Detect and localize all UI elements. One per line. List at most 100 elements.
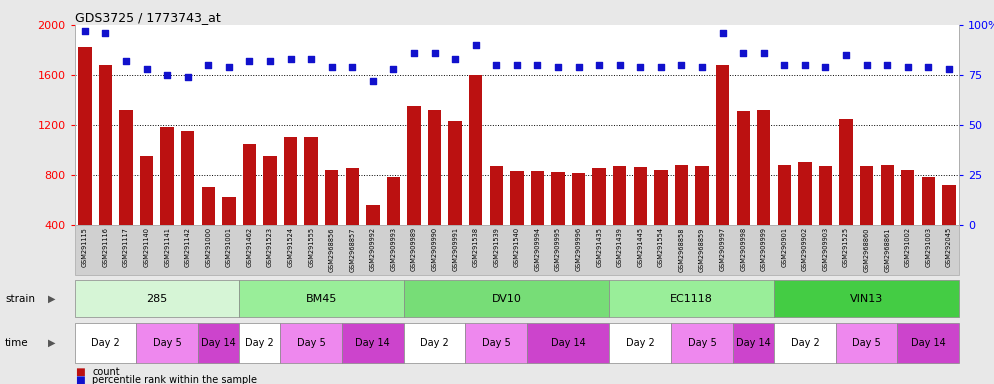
Text: Day 14: Day 14 xyxy=(201,338,236,348)
Text: GSM2909996: GSM2909996 xyxy=(576,227,581,271)
Point xyxy=(488,62,504,68)
Text: GDS3725 / 1773743_at: GDS3725 / 1773743_at xyxy=(75,11,221,24)
Text: strain: strain xyxy=(5,293,35,304)
Text: GSM2909997: GSM2909997 xyxy=(720,227,726,271)
Bar xyxy=(79,48,91,225)
Bar xyxy=(284,137,297,225)
Text: GSM291445: GSM291445 xyxy=(637,227,643,267)
Text: GSM2968860: GSM2968860 xyxy=(864,227,870,271)
Point xyxy=(426,50,442,56)
Text: GSM291000: GSM291000 xyxy=(206,227,212,267)
Point xyxy=(138,66,154,72)
Text: GSM2909998: GSM2909998 xyxy=(741,227,746,271)
Text: GSM290901: GSM290901 xyxy=(781,227,787,267)
Text: Day 5: Day 5 xyxy=(482,338,511,348)
Text: Day 14: Day 14 xyxy=(911,338,945,348)
Bar xyxy=(160,127,174,225)
Point xyxy=(242,58,257,64)
Text: Day 2: Day 2 xyxy=(420,338,449,348)
Text: GSM2909992: GSM2909992 xyxy=(370,227,376,271)
Bar xyxy=(346,169,359,225)
Point xyxy=(715,30,731,36)
Point xyxy=(571,64,586,70)
Text: GSM291001: GSM291001 xyxy=(226,227,232,267)
Bar xyxy=(696,166,709,225)
Text: GSM292045: GSM292045 xyxy=(946,227,952,267)
Point xyxy=(262,58,278,64)
Bar xyxy=(839,119,853,225)
Point xyxy=(344,64,360,70)
Text: GSM2968861: GSM2968861 xyxy=(885,227,891,271)
Text: Day 2: Day 2 xyxy=(246,338,274,348)
Point xyxy=(447,56,463,62)
Text: GSM291002: GSM291002 xyxy=(905,227,911,267)
Bar xyxy=(408,106,420,225)
Bar xyxy=(531,171,544,225)
Text: GSM2909903: GSM2909903 xyxy=(822,227,828,271)
Point xyxy=(591,62,607,68)
Text: Day 2: Day 2 xyxy=(790,338,819,348)
Bar xyxy=(777,165,791,225)
Text: GSM291524: GSM291524 xyxy=(287,227,293,267)
Bar xyxy=(737,111,749,225)
Text: count: count xyxy=(92,367,120,377)
Text: Day 2: Day 2 xyxy=(91,338,120,348)
Bar xyxy=(757,110,770,225)
Bar xyxy=(243,144,256,225)
Bar xyxy=(490,166,503,225)
Bar xyxy=(469,75,482,225)
Point xyxy=(550,64,566,70)
Point xyxy=(509,62,525,68)
Text: GSM291539: GSM291539 xyxy=(493,227,499,267)
Point xyxy=(797,62,813,68)
Text: ▶: ▶ xyxy=(48,293,56,304)
Bar xyxy=(675,165,688,225)
Bar xyxy=(798,162,811,225)
Text: GSM291540: GSM291540 xyxy=(514,227,520,267)
Point xyxy=(653,64,669,70)
Text: ■: ■ xyxy=(75,375,84,384)
Bar xyxy=(942,185,955,225)
Text: GSM2909993: GSM2909993 xyxy=(391,227,397,271)
Text: GSM2909991: GSM2909991 xyxy=(452,227,458,271)
Text: GSM2909989: GSM2909989 xyxy=(411,227,417,271)
Text: GSM2968859: GSM2968859 xyxy=(699,227,705,271)
Text: percentile rank within the sample: percentile rank within the sample xyxy=(92,375,257,384)
Bar xyxy=(552,172,565,225)
Text: DV10: DV10 xyxy=(492,293,522,304)
Point xyxy=(817,64,833,70)
Text: Day 14: Day 14 xyxy=(737,338,771,348)
Text: VIN13: VIN13 xyxy=(850,293,884,304)
Bar xyxy=(921,177,935,225)
Text: GSM291523: GSM291523 xyxy=(267,227,273,267)
Bar xyxy=(263,156,276,225)
Point xyxy=(159,72,175,78)
Text: GSM291439: GSM291439 xyxy=(616,227,623,267)
Point xyxy=(880,62,896,68)
Bar xyxy=(366,205,380,225)
Text: GSM2909902: GSM2909902 xyxy=(802,227,808,271)
Bar xyxy=(613,166,626,225)
Text: GSM291525: GSM291525 xyxy=(843,227,849,267)
Point xyxy=(118,58,134,64)
Text: time: time xyxy=(5,338,29,348)
Bar xyxy=(510,171,524,225)
Bar xyxy=(819,166,832,225)
Text: Day 2: Day 2 xyxy=(626,338,655,348)
Point xyxy=(468,42,484,48)
Text: GSM291140: GSM291140 xyxy=(143,227,149,267)
Text: Day 5: Day 5 xyxy=(297,338,325,348)
Bar xyxy=(387,177,401,225)
Text: GSM2909994: GSM2909994 xyxy=(535,227,541,271)
Bar xyxy=(902,170,914,225)
Text: GSM291555: GSM291555 xyxy=(308,227,314,267)
Point xyxy=(407,50,422,56)
Point xyxy=(386,66,402,72)
Point xyxy=(859,62,875,68)
Point xyxy=(736,50,751,56)
Point xyxy=(324,64,340,70)
Bar xyxy=(98,65,112,225)
Point xyxy=(755,50,771,56)
Point xyxy=(303,56,319,62)
Point xyxy=(530,62,546,68)
